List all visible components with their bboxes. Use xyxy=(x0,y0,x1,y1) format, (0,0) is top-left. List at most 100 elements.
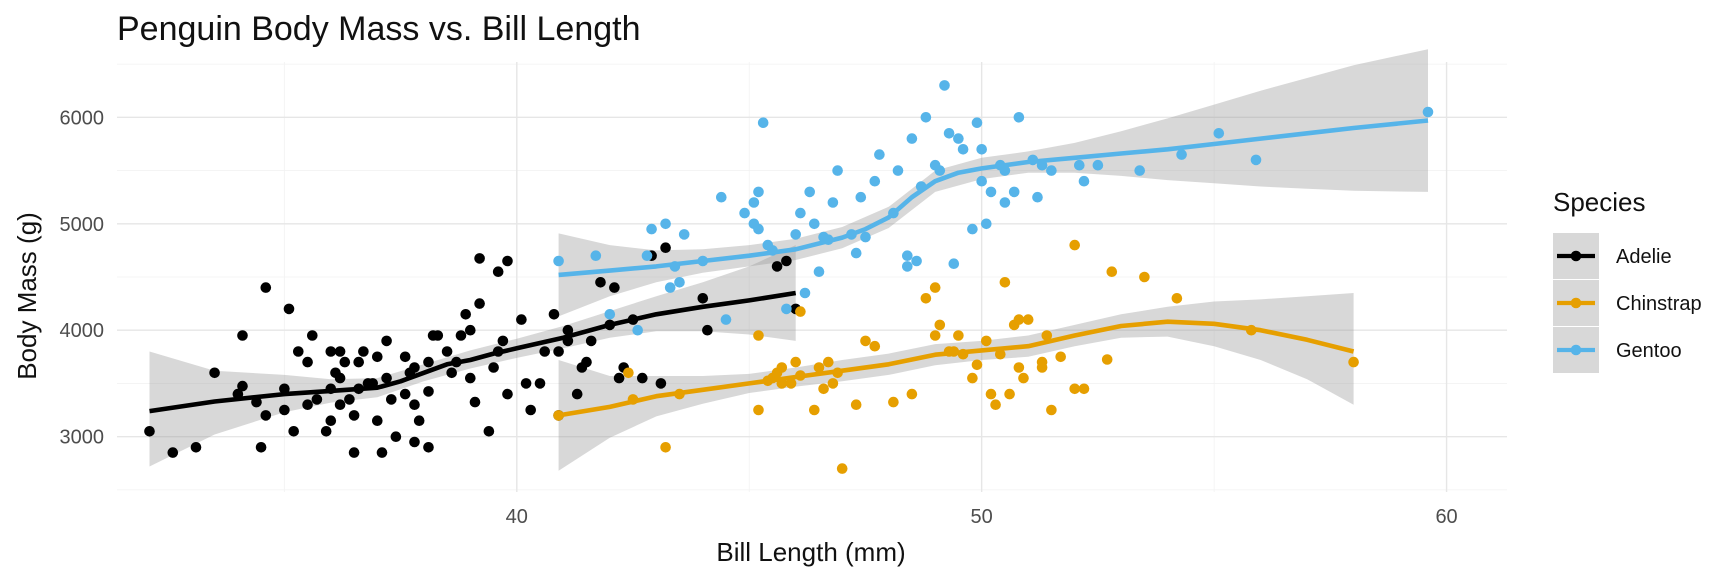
gentoo-point xyxy=(832,165,843,176)
gentoo-point xyxy=(976,144,987,155)
adelie-point xyxy=(488,362,499,373)
adelie-point xyxy=(576,362,588,373)
gentoo-point xyxy=(948,258,960,270)
chinstrap-point xyxy=(995,348,1006,360)
adelie-point xyxy=(302,399,313,411)
gentoo-point xyxy=(967,223,978,235)
chinstrap-point xyxy=(929,330,941,341)
chinstrap-point xyxy=(753,330,764,341)
gentoo-point xyxy=(795,207,806,219)
adelie-point xyxy=(399,388,411,400)
gentoo-point xyxy=(1013,112,1025,123)
chinstrap-point xyxy=(1036,362,1048,373)
adelie-point xyxy=(469,396,481,408)
adelie-point xyxy=(409,399,420,411)
adelie-point xyxy=(334,346,346,357)
adelie-point xyxy=(255,442,267,453)
adelie-point xyxy=(571,388,583,400)
adelie-point xyxy=(474,253,485,264)
adelie-point xyxy=(386,394,397,405)
adelie-point xyxy=(423,356,434,368)
adelie-point xyxy=(697,293,709,304)
chinstrap-point xyxy=(999,277,1011,288)
legend-label-chinstrap: Chinstrap xyxy=(1616,293,1702,315)
chinstrap-point xyxy=(1101,354,1113,365)
gentoo-point xyxy=(906,133,918,144)
chinstrap-point xyxy=(920,293,932,304)
chinstrap-point xyxy=(981,335,992,347)
gentoo-point xyxy=(809,218,820,230)
chinstrap-point xyxy=(906,388,918,400)
adelie-point xyxy=(539,346,550,357)
gentoo-point xyxy=(664,282,676,293)
chinstrap-point xyxy=(623,367,634,379)
adelie-point xyxy=(441,346,453,357)
gentoo-point xyxy=(1213,128,1225,139)
chinstrap-point xyxy=(1139,271,1150,283)
adelie-point xyxy=(260,282,272,293)
gentoo-point xyxy=(981,218,992,230)
gentoo-point xyxy=(999,165,1011,176)
gentoo-point xyxy=(790,229,801,240)
chinstrap-point xyxy=(827,378,839,389)
chinstrap-point xyxy=(990,399,1001,411)
adelie-point xyxy=(381,372,392,384)
gentoo-point xyxy=(590,250,602,261)
gentoo-point xyxy=(953,133,964,144)
adelie-point xyxy=(190,442,202,453)
gentoo-point xyxy=(902,250,913,261)
gentoo-point xyxy=(971,117,983,128)
gentoo-point xyxy=(1078,175,1090,187)
adelie-point xyxy=(283,303,295,315)
adelie-point xyxy=(516,314,527,325)
adelie-point xyxy=(307,330,318,341)
legend-point-gentoo xyxy=(1570,344,1582,356)
adelie-point xyxy=(534,378,546,389)
chinstrap-point xyxy=(785,378,797,389)
chinstrap-point xyxy=(860,335,871,347)
legend-label-gentoo: Gentoo xyxy=(1616,340,1682,362)
adelie-point xyxy=(144,426,155,437)
gentoo-point xyxy=(1134,165,1145,176)
gentoo-point xyxy=(1092,159,1104,171)
adelie-point xyxy=(548,309,560,320)
adelie-point xyxy=(237,330,248,341)
chinstrap-point xyxy=(971,359,983,371)
chinstrap-point xyxy=(869,340,881,352)
gentoo-trend-line xyxy=(558,118,1429,278)
y-axis-title: Body Mass (g) xyxy=(12,212,42,380)
gentoo-point xyxy=(678,229,690,240)
adelie-point xyxy=(334,399,346,411)
adelie-point xyxy=(320,426,332,437)
legend: Species Adelie Chinstrap Gentoo xyxy=(1553,187,1702,373)
gentoo-point xyxy=(976,175,987,187)
chinstrap-trend-line xyxy=(558,319,1355,418)
gentoo-point xyxy=(1008,186,1020,198)
y-tick-label: 6000 xyxy=(60,107,105,129)
gentoo-point xyxy=(855,191,867,203)
adelie-point xyxy=(595,277,606,288)
adelie-point xyxy=(339,356,351,368)
legend-point-adelie xyxy=(1570,250,1582,262)
adelie-point xyxy=(325,415,337,427)
gentoo-point xyxy=(874,149,885,160)
gentoo-point xyxy=(757,117,769,128)
y-tick-label: 5000 xyxy=(60,214,105,236)
adelie-point xyxy=(353,356,365,368)
legend-label-adelie: Adelie xyxy=(1616,246,1672,268)
adelie-point xyxy=(348,410,360,421)
chinstrap-point xyxy=(967,372,978,384)
legend-title: Species xyxy=(1553,187,1646,217)
adelie-point xyxy=(293,346,304,357)
gentoo-point xyxy=(911,255,922,267)
gentoo-point xyxy=(1250,154,1262,166)
legend-item-chinstrap: Chinstrap xyxy=(1553,280,1702,326)
adelie-point xyxy=(302,356,313,368)
adelie-point xyxy=(553,346,564,357)
adelie-point xyxy=(781,255,792,267)
chinstrap-point xyxy=(660,442,671,453)
adelie-point xyxy=(358,346,369,357)
chinstrap-point xyxy=(953,330,964,341)
adelie-point xyxy=(399,351,411,363)
